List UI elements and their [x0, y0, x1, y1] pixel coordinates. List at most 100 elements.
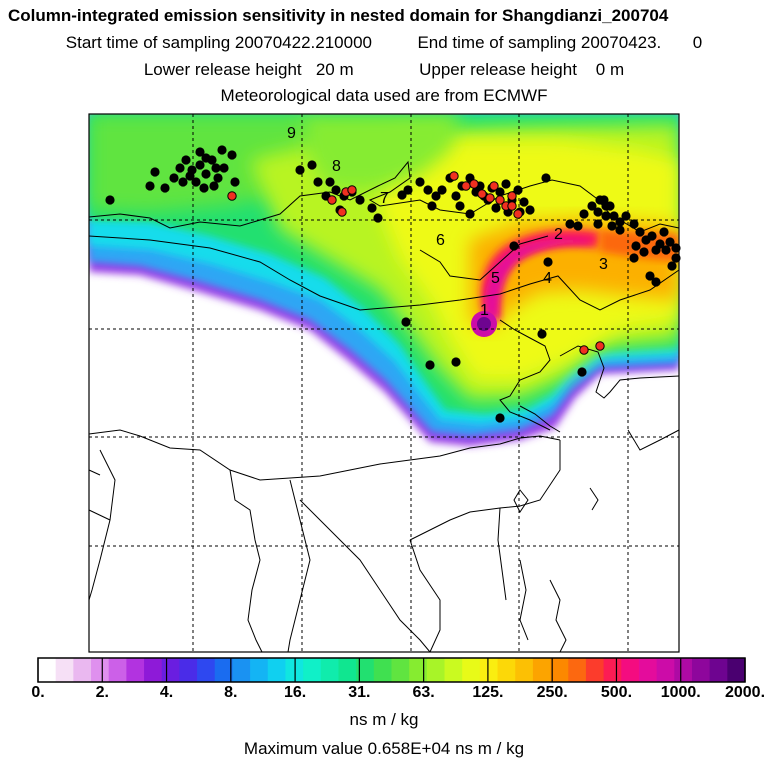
colorbar-swatch: [515, 658, 534, 682]
colorbar-swatch: [727, 658, 746, 682]
trajectory-label: 9: [287, 125, 296, 142]
colorbar-swatch: [55, 658, 74, 682]
particle-dot-highlight: [469, 179, 479, 189]
particle-dot: [667, 261, 677, 271]
upper-release-height: Upper release height 0 m: [419, 60, 625, 79]
end-time: End time of sampling 20070423.: [417, 33, 662, 52]
colorbar-tick-label: 63.: [412, 684, 435, 701]
particle-dot: [169, 173, 179, 183]
particle-dot: [373, 213, 383, 223]
colorbar-swatch: [409, 658, 428, 682]
particle-dot: [307, 160, 317, 170]
particle-dot: [178, 177, 188, 187]
colorbar-tick-label: 4.: [159, 684, 174, 701]
colorbar-swatch: [179, 658, 198, 682]
colorbar-swatch: [568, 658, 587, 682]
colorbar-swatch: [267, 658, 287, 682]
particle-dot: [491, 203, 501, 213]
particle-dot: [519, 197, 529, 207]
trajectory-label: 6: [436, 232, 445, 249]
trajectory-label: 3: [599, 256, 608, 273]
colorbar-tick-label: 125.: [472, 684, 504, 701]
particle-dot-highlight: [513, 209, 523, 219]
release-heights: Lower release height 20 m Upper release …: [0, 60, 768, 80]
particle-dot: [615, 225, 625, 235]
particle-dot: [509, 241, 519, 251]
particle-dot: [185, 171, 195, 181]
particle-dot: [213, 173, 223, 183]
maximum-value: Maximum value 0.658E+04 ns m / kg: [243, 739, 525, 758]
particle-dot: [525, 205, 535, 215]
particle-dot: [451, 357, 461, 367]
colorbar-swatch: [603, 658, 622, 682]
particle-dot-highlight: [507, 201, 517, 211]
particle-dot-highlight: [485, 193, 495, 203]
colorbar-swatch: [550, 658, 569, 682]
trajectory-label: 2: [554, 226, 563, 243]
particle-dot: [201, 169, 211, 179]
colorbar-swatch: [691, 658, 711, 682]
particle-dot: [105, 195, 115, 205]
particle-dot: [201, 153, 211, 163]
particle-dot: [427, 201, 437, 211]
colorbar-swatch: [585, 658, 605, 682]
colorbar-swatch: [479, 658, 499, 682]
colorbar-tick-label: 0.: [31, 684, 45, 701]
particle-dot-highlight: [507, 191, 517, 201]
particle-dot: [431, 191, 441, 201]
particle-dot: [621, 211, 631, 221]
colorbar-swatch: [462, 658, 481, 682]
particle-dot: [565, 219, 575, 229]
colorbar-tick-label: 500.: [600, 684, 633, 701]
particle-dot: [437, 185, 447, 195]
colorbar-tick-label: 16.: [283, 684, 307, 701]
trajectory-label: 5: [491, 270, 500, 287]
colorbar-tick-label: 31.: [348, 684, 371, 701]
particle-dot: [367, 203, 377, 213]
lower-release-height: Lower release height 20 m: [143, 60, 354, 79]
particle-dot: [593, 207, 603, 217]
colorbar-swatch: [320, 658, 340, 682]
colorbar-swatch: [91, 658, 110, 682]
colorbar-swatch: [391, 658, 410, 682]
particle-dot: [145, 181, 155, 191]
colorbar-swatch: [674, 658, 693, 682]
met-data-source: Meteorological data used are from ECMWF: [220, 86, 548, 105]
start-time: Start time of sampling 20070422.210000: [65, 33, 372, 52]
colorbar-swatch: [73, 658, 92, 682]
particle-dot-highlight: [337, 207, 347, 217]
particle-dot: [191, 177, 201, 187]
colorbar-tick-label: 2000.: [724, 684, 766, 701]
country-borders: [88, 160, 680, 653]
trajectory-label: 7: [380, 190, 389, 207]
particle-dot: [150, 167, 160, 177]
particle-dot: [295, 165, 305, 175]
colorbar-swatch: [709, 658, 728, 682]
colorbar-swatch: [232, 658, 251, 682]
trajectory-label: 1: [480, 302, 489, 319]
particle-dot: [211, 163, 221, 173]
particle-dot: [595, 195, 605, 205]
particle-dot-highlight: [347, 185, 357, 195]
particle-dot-highlight: [595, 341, 605, 351]
particle-dot: [543, 257, 553, 267]
colorbar-swatch: [356, 658, 375, 682]
lat-lon-grid: [89, 114, 679, 652]
trajectory-label: 4: [543, 270, 552, 287]
colorbar-swatch: [426, 658, 446, 682]
particle-dot: [601, 211, 611, 221]
particle-dot: [607, 221, 617, 231]
particle-dot: [651, 245, 661, 255]
particle-dot: [593, 219, 603, 229]
particle-dot-highlight: [461, 181, 471, 191]
particle-dot: [629, 219, 639, 229]
colorbar: [37, 658, 746, 682]
particle-dot: [661, 245, 671, 255]
particle-dot: [425, 360, 435, 370]
particle-dot: [227, 150, 237, 160]
particle-dot: [415, 177, 425, 187]
particle-dot: [181, 155, 191, 165]
colorbar-swatch: [373, 658, 393, 682]
colorbar-swatch: [444, 658, 463, 682]
